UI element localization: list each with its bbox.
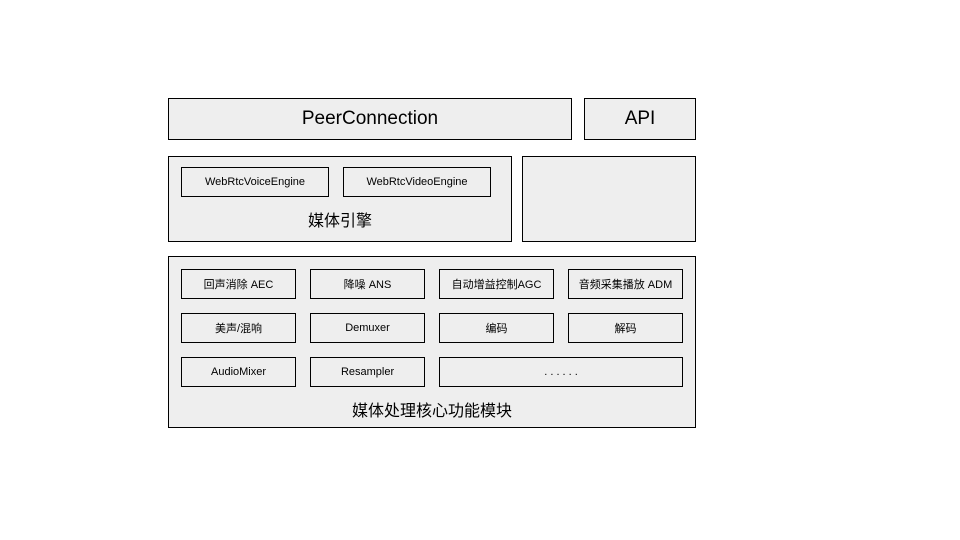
module-ellipsis-label: . . . . . .	[544, 366, 578, 378]
architecture-diagram: PeerConnection API WebRtcVoiceEngine Web…	[168, 98, 696, 428]
module-agc: 自动增益控制AGC	[439, 269, 554, 299]
video-engine-box: WebRtcVideoEngine	[343, 167, 491, 197]
module-encode: 编码	[439, 313, 554, 343]
module-beautify-label: 美声/混响	[215, 320, 262, 336]
module-agc-label: 自动增益控制AGC	[452, 276, 542, 292]
module-demuxer: Demuxer	[310, 313, 425, 343]
api-label: API	[625, 108, 656, 130]
module-decode-label: 解码	[615, 320, 637, 336]
module-aec-label: 回声消除 AEC	[204, 276, 274, 292]
row-engine: WebRtcVoiceEngine WebRtcVideoEngine 媒体引擎	[168, 156, 696, 242]
module-beautify: 美声/混响	[181, 313, 296, 343]
row-top: PeerConnection API	[168, 98, 696, 140]
module-row-2: AudioMixer Resampler . . . . . .	[181, 357, 683, 387]
module-decode: 解码	[568, 313, 683, 343]
module-resampler: Resampler	[310, 357, 425, 387]
voice-engine-label: WebRtcVoiceEngine	[205, 176, 305, 188]
module-adm: 音频采集播放 ADM	[568, 269, 683, 299]
peer-connection-label: PeerConnection	[302, 108, 438, 130]
module-ans-label: 降噪 ANS	[344, 276, 392, 292]
module-row-1: 美声/混响 Demuxer 编码 解码	[181, 313, 683, 343]
module-ans: 降噪 ANS	[310, 269, 425, 299]
module-ellipsis: . . . . . .	[439, 357, 683, 387]
voice-engine-box: WebRtcVoiceEngine	[181, 167, 329, 197]
api-box: API	[584, 98, 696, 140]
media-engine-label: 媒体引擎	[181, 207, 499, 231]
empty-box	[522, 156, 696, 242]
core-modules-label: 媒体处理核心功能模块	[181, 397, 683, 421]
engine-items: WebRtcVoiceEngine WebRtcVideoEngine	[181, 167, 499, 197]
module-grid: 回声消除 AEC 降噪 ANS 自动增益控制AGC 音频采集播放 ADM 美声/…	[181, 269, 683, 387]
module-demuxer-label: Demuxer	[345, 322, 390, 334]
peer-connection-box: PeerConnection	[168, 98, 572, 140]
module-resampler-label: Resampler	[341, 366, 394, 378]
module-encode-label: 编码	[486, 320, 508, 336]
media-engine-box: WebRtcVoiceEngine WebRtcVideoEngine 媒体引擎	[168, 156, 512, 242]
module-audiomixer: AudioMixer	[181, 357, 296, 387]
module-adm-label: 音频采集播放 ADM	[579, 276, 673, 292]
core-modules-box: 回声消除 AEC 降噪 ANS 自动增益控制AGC 音频采集播放 ADM 美声/…	[168, 256, 696, 428]
module-row-0: 回声消除 AEC 降噪 ANS 自动增益控制AGC 音频采集播放 ADM	[181, 269, 683, 299]
module-audiomixer-label: AudioMixer	[211, 366, 266, 378]
module-aec: 回声消除 AEC	[181, 269, 296, 299]
video-engine-label: WebRtcVideoEngine	[366, 176, 467, 188]
